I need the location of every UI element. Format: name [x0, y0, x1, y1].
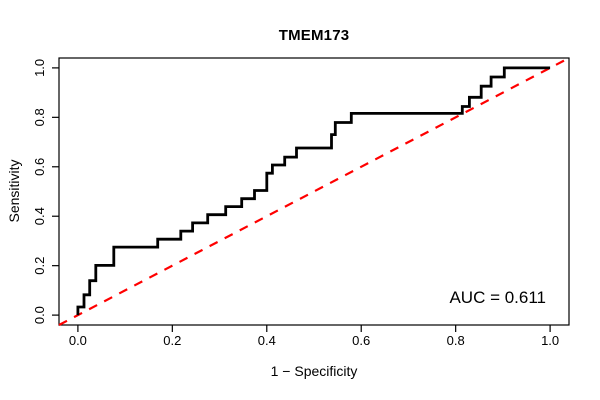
y-tick-label: 0.0	[32, 306, 47, 324]
ROC-curve-line	[76, 66, 551, 316]
plot-box	[58, 57, 570, 326]
y-tick-label: 0.6	[32, 158, 47, 176]
x-axis-title: 1 − Specificity	[270, 363, 358, 379]
y-tick-label: 0.2	[32, 257, 47, 275]
x-tick-label: 1.0	[541, 333, 559, 348]
plot-title: TMEM173	[278, 27, 350, 44]
chance-diagonal-line	[58, 57, 570, 326]
auc-annotation: AUC = 0.611	[449, 288, 546, 307]
y-tick-label: 0.4	[32, 207, 47, 225]
y-tick-label: 0.8	[32, 108, 47, 126]
x-tick-label: 0.8	[447, 333, 465, 348]
x-tick-label: 0.6	[352, 333, 370, 348]
x-tick-label: 0.4	[258, 333, 276, 348]
y-tick-label: 1.0	[32, 59, 47, 77]
x-tick-label: 0.0	[69, 333, 87, 348]
x-tick-label: 0.2	[163, 333, 181, 348]
